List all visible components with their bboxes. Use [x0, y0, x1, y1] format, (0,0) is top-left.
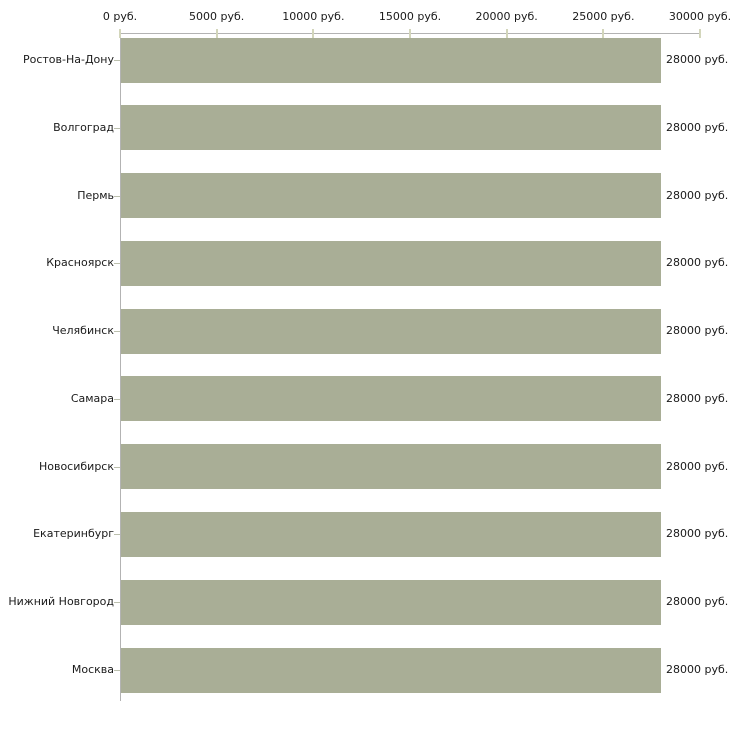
x-axis-tick-label: 25000 руб.: [572, 10, 635, 23]
bar: [121, 444, 662, 490]
x-axis-tick: [409, 29, 411, 38]
bar: [121, 240, 662, 286]
category-label: Ростов-На-Дону: [22, 53, 114, 66]
value-label: 28000 руб.: [666, 324, 729, 338]
bar: [121, 173, 662, 219]
bar: [121, 647, 662, 693]
y-axis-tick: [114, 398, 120, 400]
value-label: 28000 руб.: [666, 256, 729, 270]
bar: [121, 37, 662, 83]
x-axis-tick: [312, 29, 315, 38]
x-axis-tick-label: 30000 руб.: [668, 10, 730, 23]
y-axis-tick: [114, 127, 120, 129]
value-label: 28000 руб.: [666, 663, 729, 677]
value-label: 28000 руб.: [666, 53, 729, 66]
x-axis-tick-label: 20000 руб.: [475, 10, 538, 23]
x-axis-tick: [119, 29, 121, 38]
value-label: 28000 руб.: [666, 391, 729, 405]
x-axis-tick-label: 0 руб.: [102, 10, 138, 23]
value-label: 28000 руб.: [666, 120, 729, 134]
bar: [121, 376, 662, 422]
x-axis-tick: [505, 29, 508, 38]
y-axis-tick: [114, 60, 120, 61]
value-label: 28000 руб.: [666, 459, 729, 473]
category-label: Пермь: [77, 188, 114, 202]
y-axis-tick: [114, 263, 120, 265]
y-axis-tick: [114, 195, 120, 197]
bar: [121, 308, 662, 354]
category-label: Москва: [71, 663, 114, 677]
y-axis-tick: [114, 466, 120, 468]
value-label: 28000 руб.: [666, 188, 729, 202]
category-label: Челябинск: [52, 324, 114, 338]
x-axis-tick: [699, 29, 701, 38]
category-label: Екатеринбург: [33, 527, 114, 541]
category-label: Новосибирск: [38, 459, 114, 473]
bar: [121, 511, 662, 557]
y-axis-line: [120, 33, 121, 701]
value-label: 28000 руб.: [666, 527, 729, 541]
bar: [121, 105, 662, 151]
x-axis-tick: [602, 29, 605, 38]
value-label: 28000 руб.: [666, 595, 729, 609]
category-label: Красноярск: [46, 256, 114, 270]
y-axis-tick: [114, 670, 120, 672]
category-label: Самара: [70, 391, 114, 405]
x-axis-tick-label: 5000 руб.: [189, 10, 245, 23]
category-label: Нижний Новгород: [8, 595, 114, 609]
y-axis-tick: [114, 331, 120, 333]
bar: [121, 579, 662, 625]
y-axis-tick: [114, 602, 120, 604]
y-axis-tick: [114, 534, 120, 536]
x-axis-tick: [215, 29, 218, 38]
x-axis-tick-label: 15000 руб.: [378, 10, 442, 23]
x-axis-tick-label: 10000 руб.: [282, 10, 345, 23]
category-label: Волгоград: [53, 120, 114, 134]
